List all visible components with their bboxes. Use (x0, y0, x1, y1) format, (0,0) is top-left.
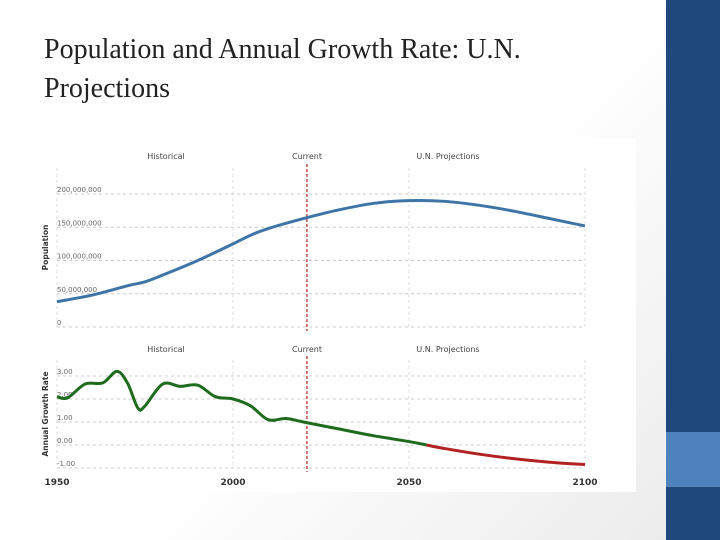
section-label: U.N. Projections (416, 345, 479, 354)
sidebar-accent-block (666, 432, 720, 487)
y-tick-label: 100,000,000 (57, 253, 102, 261)
population-line (56, 199, 586, 304)
section-label: Current (292, 152, 322, 161)
section-label: Current (292, 345, 322, 354)
y-axis-label: Population (41, 225, 50, 271)
y-tick-label: 200,000,000 (57, 186, 102, 194)
y-tick-label: 0 (57, 319, 61, 327)
section-label: Historical (147, 345, 184, 354)
section-label: U.N. Projections (416, 152, 479, 161)
y-axis-label: Annual Growth Rate (41, 371, 50, 456)
growth-rate-line-positive (56, 369, 427, 447)
chart-image: 0 50,000,000 100,000,000 150,000,000 200,000… (40, 138, 636, 492)
x-tick-label: 2000 (220, 478, 245, 488)
population-growth-chart: 0 50,000,000 100,000,000 150,000,000 200,000… (41, 152, 598, 488)
x-tick-label: 2100 (572, 478, 597, 488)
y-tick-label: -1.00 (57, 460, 75, 468)
growth-rate-line-negative (426, 443, 586, 467)
y-tick-label: 1.00 (57, 414, 73, 422)
y-tick-label: 2.00 (57, 391, 73, 399)
x-tick-label: 2050 (396, 478, 421, 488)
y-tick-label: 150,000,000 (57, 219, 102, 227)
slide-title: Population and Annual Growth Rate: U.N. … (44, 34, 521, 104)
y-tick-label: 50,000,000 (57, 286, 97, 294)
y-tick-label: 0.00 (57, 437, 73, 445)
y-tick-label: 3.00 (57, 368, 73, 376)
x-tick-label: 1950 (44, 478, 69, 488)
section-label: Historical (147, 152, 184, 161)
